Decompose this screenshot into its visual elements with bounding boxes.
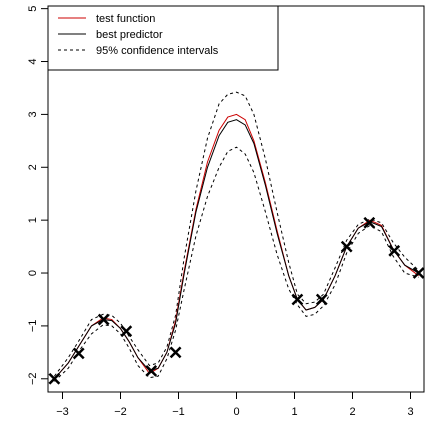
observation-point [315, 293, 328, 306]
x-tick-label: −2 [114, 406, 127, 418]
observation-point [412, 267, 425, 279]
confidence-interval-lines [53, 91, 419, 382]
series-lines [54, 113, 419, 380]
observation-point [48, 372, 61, 385]
legend-label: 95% confidence intervals [96, 45, 219, 57]
observation-point [97, 313, 110, 326]
observation-point [145, 364, 158, 377]
x-tick-label: −1 [172, 406, 185, 418]
y-tick-label: 3 [27, 111, 39, 117]
legend-box [47, 5, 279, 71]
best-predictor-line [54, 119, 419, 380]
observation-point [363, 216, 376, 229]
ci-lower-line [54, 146, 419, 382]
x-axis: −3 −2 −1 0 1 2 3 [56, 391, 414, 418]
legend: test function best predictor 95% confidenc… [47, 5, 279, 71]
observation-point [72, 347, 85, 360]
test-function-line [54, 113, 419, 380]
y-tick-label: −1 [27, 320, 39, 333]
x-tick-label: 2 [349, 406, 355, 418]
observation-point [340, 240, 353, 253]
y-tick-label: −2 [27, 373, 39, 386]
legend-label: best predictor [96, 29, 163, 41]
observation-point [291, 293, 304, 306]
y-tick-label: 2 [27, 164, 39, 170]
observation-point [388, 244, 401, 257]
ci-upper-line [53, 91, 419, 377]
x-tick-label: −3 [56, 406, 69, 418]
observation-point [169, 346, 182, 359]
y-tick-label: 0 [27, 270, 39, 276]
x-tick-label: 3 [407, 406, 413, 418]
y-axis: −2 −1 0 1 2 3 4 5 [27, 6, 49, 386]
x-tick-label: 0 [233, 406, 239, 418]
x-tick-label: 1 [291, 406, 297, 418]
observation-points [48, 216, 425, 385]
y-tick-label: 5 [27, 6, 39, 12]
observation-point [120, 325, 133, 338]
y-tick-label: 1 [27, 217, 39, 223]
legend-label: test function [96, 13, 155, 25]
y-tick-label: 4 [27, 58, 39, 64]
